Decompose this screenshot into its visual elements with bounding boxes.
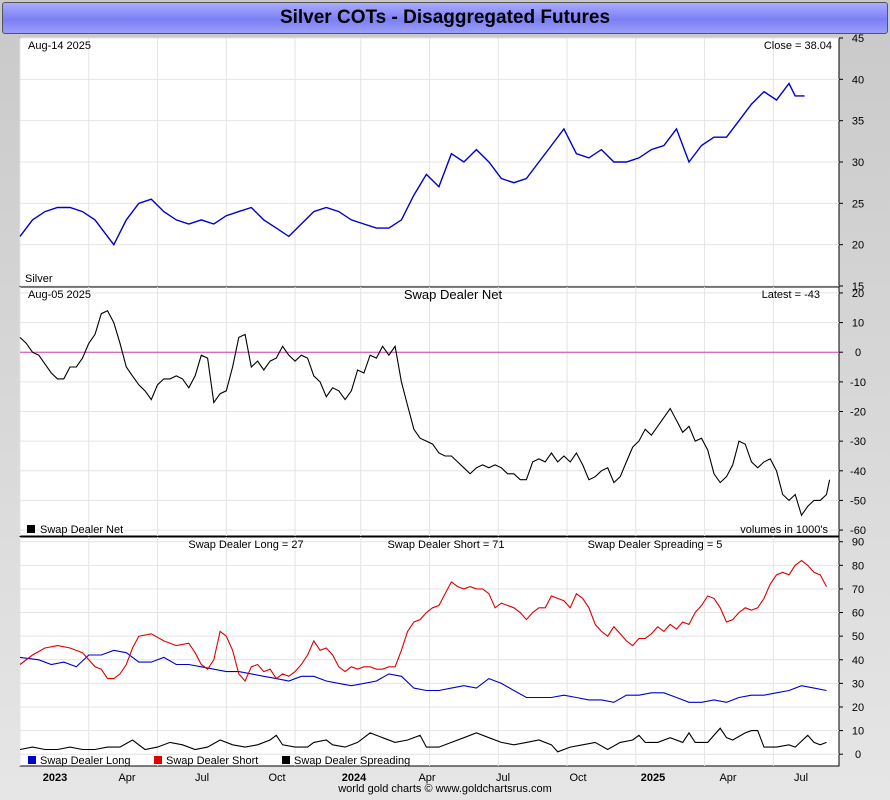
y-tick-label: 15 [852,281,864,293]
series-line-swap-dealer-spreading [19,727,827,753]
y-tick-label: 0 [855,749,861,761]
y-tick-label: -10 [850,377,866,389]
x-tick-label: Apr [719,772,736,784]
x-tick-label: Jul [195,772,209,784]
y-tick-label: 80 [852,560,864,572]
x-tick-label: 2024 [342,772,367,784]
y-tick-label: 40 [852,655,864,667]
y-tick-label: -20 [850,407,866,419]
copyright-footer: world gold charts © www.goldchartsrus.co… [338,783,552,795]
component-readout: Swap Dealer Short = 71 [387,539,504,551]
series-line-net [19,309,831,517]
net-date-label: Aug-05 2025 [28,289,91,301]
y-tick-label: -60 [850,525,866,537]
price-date-label: Aug-14 2025 [28,40,91,52]
x-tick-label: Oct [569,772,586,784]
component-readout: Swap Dealer Long = 27 [188,539,303,551]
y-tick-label: 30 [852,678,864,690]
legend-swatch-component [154,756,162,764]
y-tick-label: -40 [850,466,866,478]
series-line-price [19,82,805,247]
y-tick-label: -50 [850,495,866,507]
y-tick-label: 45 [852,33,864,45]
y-tick-label: 70 [852,584,864,596]
y-tick-label: 60 [852,608,864,620]
x-tick-label: Apr [118,772,135,784]
legend-label-component: Swap Dealer Short [166,755,258,767]
series-line-swap-dealer-long [19,649,827,703]
net-panel-title: Swap Dealer Net [404,287,503,302]
legend-label-component: Swap Dealer Spreading [294,755,410,767]
x-tick-label: 2023 [43,772,67,784]
price-series-label: Silver [25,273,53,285]
y-tick-label: 10 [852,726,864,738]
x-tick-label: 2025 [641,772,665,784]
y-tick-label: 25 [852,198,864,210]
y-tick-label: 20 [852,240,864,252]
legend-swatch-component [282,756,290,764]
y-tick-label: 90 [852,537,864,549]
close-readout: Close = 38.04 [764,40,832,52]
y-tick-label: 50 [852,631,864,643]
y-tick-label: 0 [855,347,861,359]
y-tick-label: 35 [852,116,864,128]
y-tick-label: 40 [852,74,864,86]
y-tick-label: -30 [850,436,866,448]
x-tick-label: Oct [268,772,285,784]
chart-title: Silver COTs - Disaggregated Futures [2,2,888,34]
units-label: volumes in 1000's [740,524,828,536]
y-tick-label: 30 [852,157,864,169]
legend-label-net: Swap Dealer Net [40,524,123,536]
legend-swatch-component [28,756,36,764]
legend-swatch-net [27,525,35,533]
x-tick-label: Apr [418,772,435,784]
net-latest-readout: Latest = -43 [762,289,820,301]
legend-label-component: Swap Dealer Long [40,755,131,767]
y-tick-label: 20 [852,288,864,300]
series-line-swap-dealer-short [19,559,827,683]
x-tick-label: Jul [794,772,808,784]
x-tick-label: Jul [496,772,510,784]
y-tick-label: 20 [852,702,864,714]
component-readout: Swap Dealer Spreading = 5 [588,539,723,551]
y-tick-label: 10 [852,318,864,330]
